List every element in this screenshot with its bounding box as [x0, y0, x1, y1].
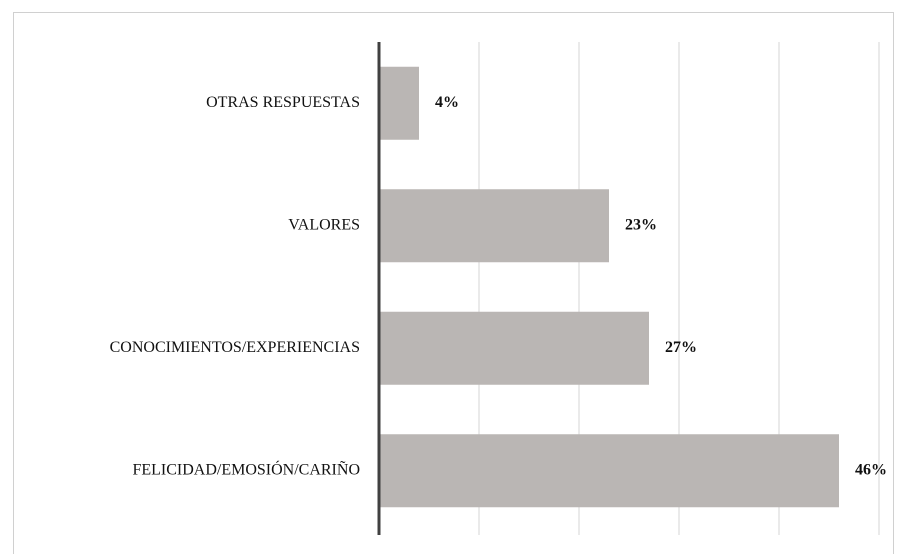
data-label: 46% [855, 461, 887, 478]
bar [379, 311, 649, 385]
y-tick-label: VALORES [288, 216, 360, 233]
y-tick-label: CONOCIMIENTOS/EXPERIENCIAS [110, 339, 360, 356]
data-label: 4% [435, 94, 459, 111]
bar [379, 189, 609, 263]
y-tick-label: OTRAS RESPUESTAS [206, 94, 360, 111]
data-label: 23% [625, 216, 657, 233]
chart-frame [13, 12, 894, 554]
bar [379, 66, 419, 140]
y-tick-label: FELICIDAD/EMOSIÓN/CARIÑO [132, 459, 360, 478]
bar [379, 434, 839, 508]
data-label: 27% [665, 339, 697, 356]
